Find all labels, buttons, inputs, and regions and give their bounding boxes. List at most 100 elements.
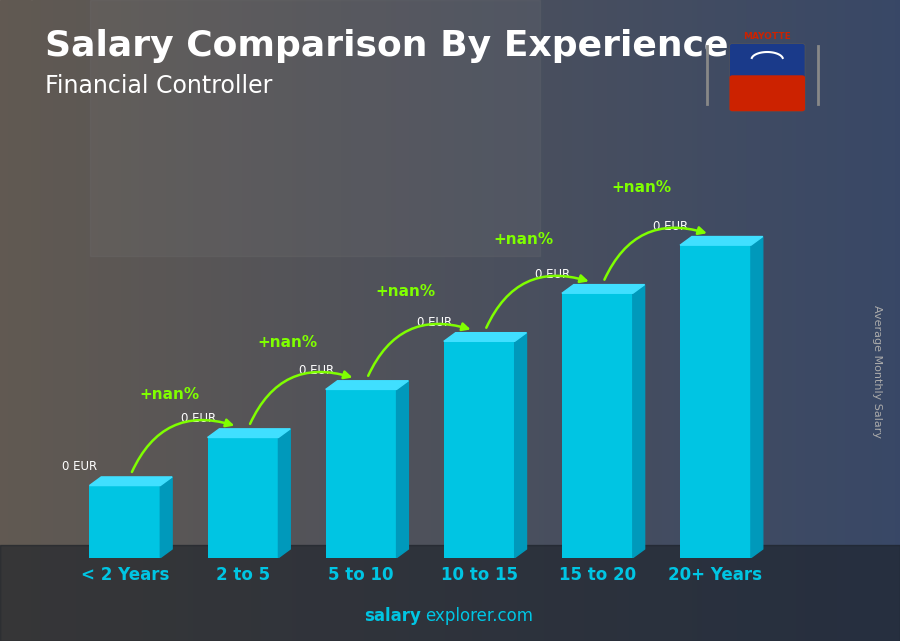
Bar xyxy=(328,0,333,641)
Bar xyxy=(522,0,526,641)
Bar xyxy=(698,0,702,641)
Bar xyxy=(752,0,756,641)
Bar xyxy=(320,0,324,641)
Bar xyxy=(76,0,81,641)
Bar xyxy=(256,0,261,641)
Bar xyxy=(765,0,770,641)
Bar xyxy=(486,0,491,641)
Text: +nan%: +nan% xyxy=(140,387,199,403)
Polygon shape xyxy=(562,285,644,294)
Bar xyxy=(518,0,522,641)
Bar xyxy=(410,0,414,641)
Bar xyxy=(882,0,886,641)
Bar xyxy=(868,0,873,641)
Bar xyxy=(639,0,644,641)
Bar xyxy=(342,0,346,641)
Polygon shape xyxy=(633,285,644,558)
Bar xyxy=(491,0,495,641)
Text: 0 EUR: 0 EUR xyxy=(417,316,452,329)
Text: +nan%: +nan% xyxy=(493,231,554,247)
Polygon shape xyxy=(444,333,526,341)
Bar xyxy=(482,0,486,641)
Bar xyxy=(567,0,572,641)
Bar xyxy=(720,0,724,641)
Bar xyxy=(603,0,608,641)
Bar xyxy=(194,0,198,641)
Bar xyxy=(788,0,792,641)
Bar xyxy=(369,0,374,641)
Bar xyxy=(297,0,302,641)
Bar xyxy=(594,0,598,641)
Text: 0 EUR: 0 EUR xyxy=(653,220,688,233)
Bar xyxy=(252,0,256,641)
Bar xyxy=(896,0,900,641)
Bar xyxy=(612,0,616,641)
Bar xyxy=(9,0,14,641)
Bar xyxy=(18,0,22,641)
Bar xyxy=(680,245,751,558)
Bar xyxy=(688,0,693,641)
Bar xyxy=(796,0,801,641)
Bar xyxy=(878,0,882,641)
Bar xyxy=(842,0,846,641)
Bar xyxy=(477,0,482,641)
Bar xyxy=(648,0,652,641)
Bar xyxy=(54,0,58,641)
Bar xyxy=(504,0,508,641)
Bar xyxy=(158,0,162,641)
Bar xyxy=(356,0,360,641)
Text: explorer.com: explorer.com xyxy=(425,607,533,625)
Text: MAYOTTE: MAYOTTE xyxy=(743,32,791,41)
Bar xyxy=(171,0,176,641)
Bar xyxy=(734,0,738,641)
Bar xyxy=(850,0,855,641)
Bar xyxy=(562,294,633,558)
Bar xyxy=(346,0,351,641)
Bar xyxy=(99,0,104,641)
Bar xyxy=(405,0,410,641)
Bar xyxy=(756,0,760,641)
Bar xyxy=(144,0,148,641)
Bar xyxy=(711,0,716,641)
Bar xyxy=(90,0,94,641)
Bar xyxy=(230,0,234,641)
Bar xyxy=(81,0,86,641)
Polygon shape xyxy=(515,333,526,558)
Bar xyxy=(135,0,140,641)
Bar xyxy=(162,0,166,641)
Bar xyxy=(747,0,752,641)
Bar xyxy=(180,0,184,641)
Bar xyxy=(729,0,733,641)
Polygon shape xyxy=(397,381,409,558)
Bar xyxy=(153,0,157,641)
Bar xyxy=(891,0,896,641)
Bar xyxy=(432,0,436,641)
Bar xyxy=(558,0,562,641)
Bar xyxy=(662,0,666,641)
Bar xyxy=(396,0,400,641)
Bar xyxy=(657,0,662,641)
Bar xyxy=(324,0,328,641)
Text: 0 EUR: 0 EUR xyxy=(299,364,334,377)
Bar xyxy=(32,0,36,641)
Bar xyxy=(212,0,216,641)
Bar xyxy=(454,0,459,641)
Bar xyxy=(392,0,396,641)
Bar xyxy=(513,0,518,641)
Bar xyxy=(459,0,464,641)
Bar xyxy=(652,0,657,641)
Bar xyxy=(414,0,418,641)
Bar xyxy=(716,0,720,641)
Bar xyxy=(536,0,540,641)
Bar xyxy=(500,0,504,641)
Bar xyxy=(208,437,278,558)
Bar xyxy=(702,0,706,641)
Bar xyxy=(423,0,428,641)
Bar xyxy=(846,0,850,641)
Bar xyxy=(234,0,238,641)
Bar xyxy=(198,0,202,641)
Bar xyxy=(706,0,711,641)
Bar xyxy=(770,0,774,641)
Bar xyxy=(554,0,558,641)
Bar xyxy=(428,0,432,641)
